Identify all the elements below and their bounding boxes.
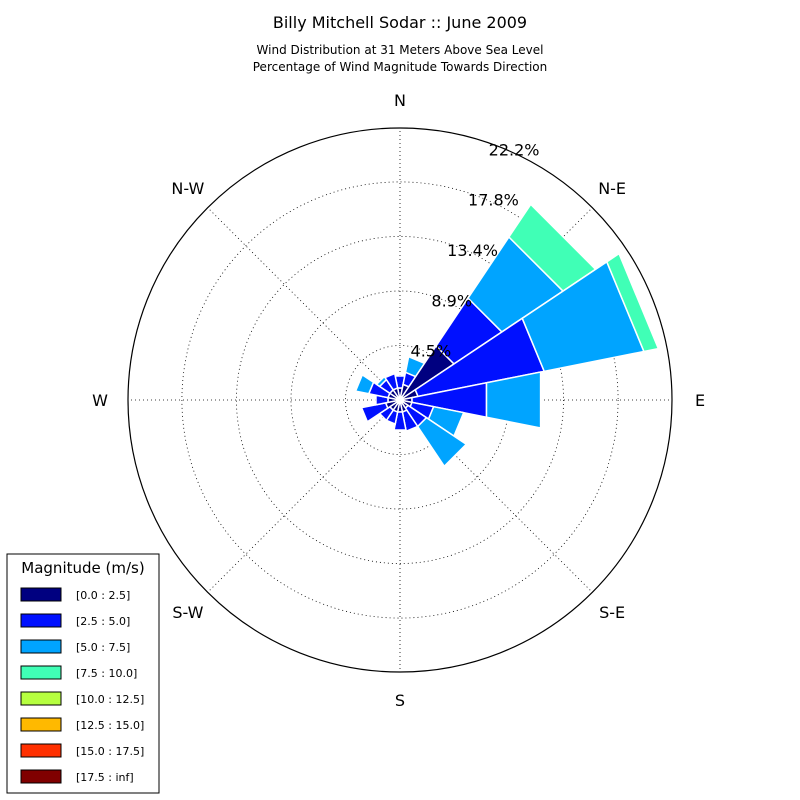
legend-swatch (20, 613, 62, 628)
wind-bar-segment (485, 371, 542, 429)
wind-bar-segment (605, 252, 660, 353)
chart-subtitle-line-2: Percentage of Wind Magnitude Towards Dir… (253, 60, 547, 74)
wind-bar-segment (401, 409, 419, 433)
wind-bar-segment (375, 375, 388, 388)
direction-label: N (394, 91, 406, 110)
direction-label: N-E (598, 179, 626, 198)
ring-label: 17.8% (468, 191, 519, 210)
legend-swatch (20, 639, 62, 654)
grid-spoke (399, 399, 593, 593)
legend-label: [12.5 : 15.0] (76, 719, 144, 732)
direction-label: S-W (172, 603, 203, 622)
grid-ring (236, 236, 564, 564)
polar-labels: E N-E N N-W W S-W S S-E 4.5% 8.9% 13.4% 17.8% 22.2% (92, 91, 705, 710)
ring-label: 22.2% (489, 141, 540, 160)
chart-title: Billy Mitchell Sodar :: June 2009 (273, 13, 527, 32)
legend: Magnitude (m/s) [0.0 : 2.5] [2.5 : 5.0] [5… (6, 553, 160, 794)
chart-subtitle-line-1: Wind Distribution at 31 Meters Above Sea… (257, 43, 544, 57)
ring-label: 13.4% (447, 241, 498, 260)
direction-label: S-E (599, 603, 625, 622)
legend-label: [0.0 : 2.5] (76, 589, 130, 602)
polar-frame (127, 127, 673, 673)
legend-swatch (20, 769, 62, 784)
wind-bar-segment (383, 372, 399, 391)
wind-bars (354, 203, 660, 468)
legend-swatch (20, 691, 62, 706)
ring-label: 8.9% (431, 291, 472, 310)
direction-label: N-W (171, 179, 204, 198)
legend-swatch (20, 665, 62, 680)
direction-label: W (92, 391, 108, 410)
legend-swatch (20, 587, 62, 602)
legend-title: Magnitude (m/s) (21, 559, 144, 577)
grid-spoke (207, 399, 401, 593)
wind-bar-segment (354, 373, 375, 395)
direction-label: S (395, 691, 405, 710)
legend-items: [0.0 : 2.5] [2.5 : 5.0] [5.0 : 7.5] [7.5 : … (20, 587, 144, 784)
legend-label: [15.0 : 17.5] (76, 745, 144, 758)
legend-label: [10.0 : 12.5] (76, 693, 144, 706)
direction-label: E (695, 391, 705, 410)
legend-label: [7.5 : 10.0] (76, 667, 137, 680)
ring-label: 4.5% (411, 342, 452, 361)
legend-label: [2.5 : 5.0] (76, 615, 130, 628)
legend-swatch (20, 717, 62, 732)
grid-spoke (207, 207, 401, 401)
wind-bar-segment (360, 402, 389, 423)
legend-label: [17.5 : inf] (76, 771, 134, 784)
legend-swatch (20, 743, 62, 758)
grid-ring (181, 181, 619, 619)
wind-bar-segment (416, 416, 468, 468)
legend-label: [5.0 : 7.5] (76, 641, 130, 654)
